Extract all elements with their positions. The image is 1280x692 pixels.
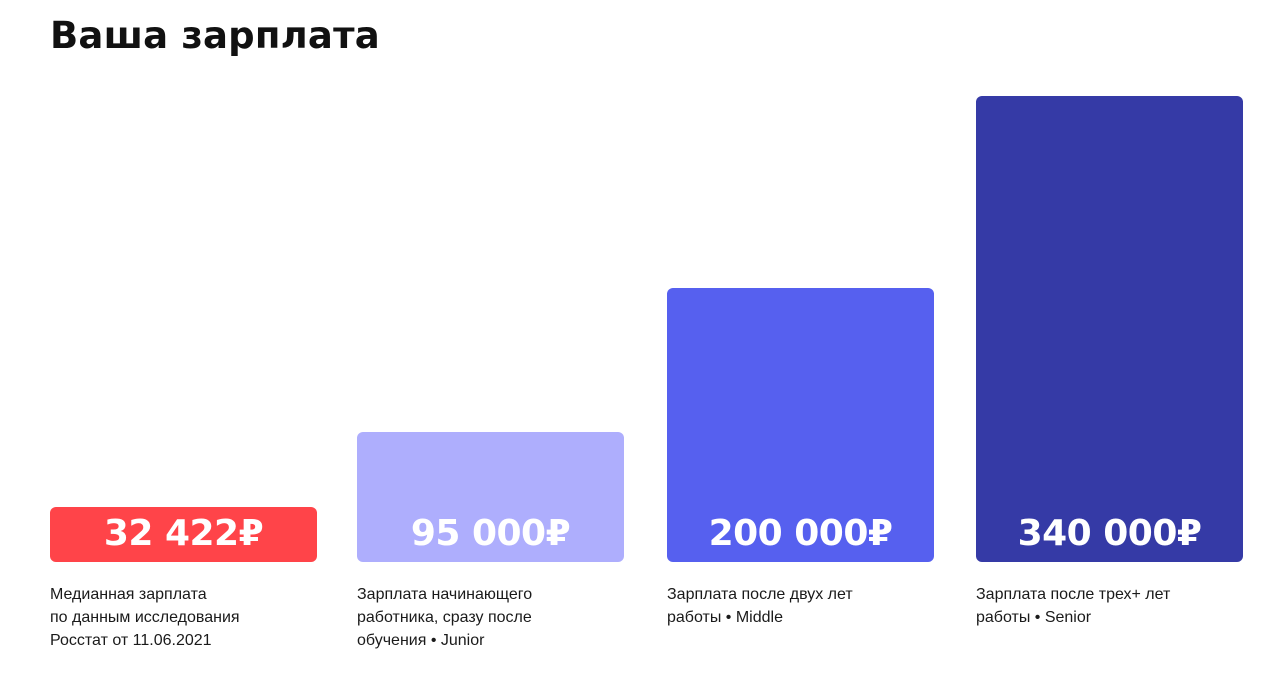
caption-line: работы • Senior bbox=[976, 609, 1092, 626]
caption-line: обучения • Junior bbox=[357, 632, 485, 649]
caption-line: Медианная зарплата bbox=[50, 586, 207, 603]
bar-3: 200 000₽ bbox=[667, 287, 934, 562]
bar-4: 340 000₽ bbox=[976, 96, 1243, 562]
caption-line: Зарплата после двух лет bbox=[667, 586, 853, 603]
page-title: Ваша зарплата bbox=[50, 14, 380, 57]
bar-value-label: 95 000₽ bbox=[410, 512, 571, 554]
caption-line: Зарплата после трех+ лет bbox=[976, 586, 1171, 603]
category-caption: Зарплата начинающего работника, сразу пос… bbox=[357, 583, 597, 652]
caption-line: работы • Middle bbox=[667, 609, 783, 626]
bar-value-label: 32 422₽ bbox=[103, 513, 264, 554]
category-caption: Зарплата после трех+ лет работы • Senior bbox=[976, 583, 1216, 629]
bar-value-label: 200 000₽ bbox=[708, 512, 893, 554]
category-caption: Медианная зарплата по данным исследования… bbox=[50, 583, 290, 652]
caption-line: Зарплата начинающего bbox=[357, 586, 533, 603]
caption-line: Росстат от 11.06.2021 bbox=[50, 632, 212, 649]
category-caption: Зарплата после двух лет работы • Middle bbox=[667, 583, 907, 629]
bar-value-label: 340 000₽ bbox=[1017, 513, 1202, 554]
bar-1: 32 422₽ bbox=[50, 507, 317, 562]
caption-line: по данным исследования bbox=[50, 609, 240, 626]
bar-2: 95 000₽ bbox=[357, 431, 624, 562]
caption-line: работника, сразу после bbox=[357, 609, 532, 626]
